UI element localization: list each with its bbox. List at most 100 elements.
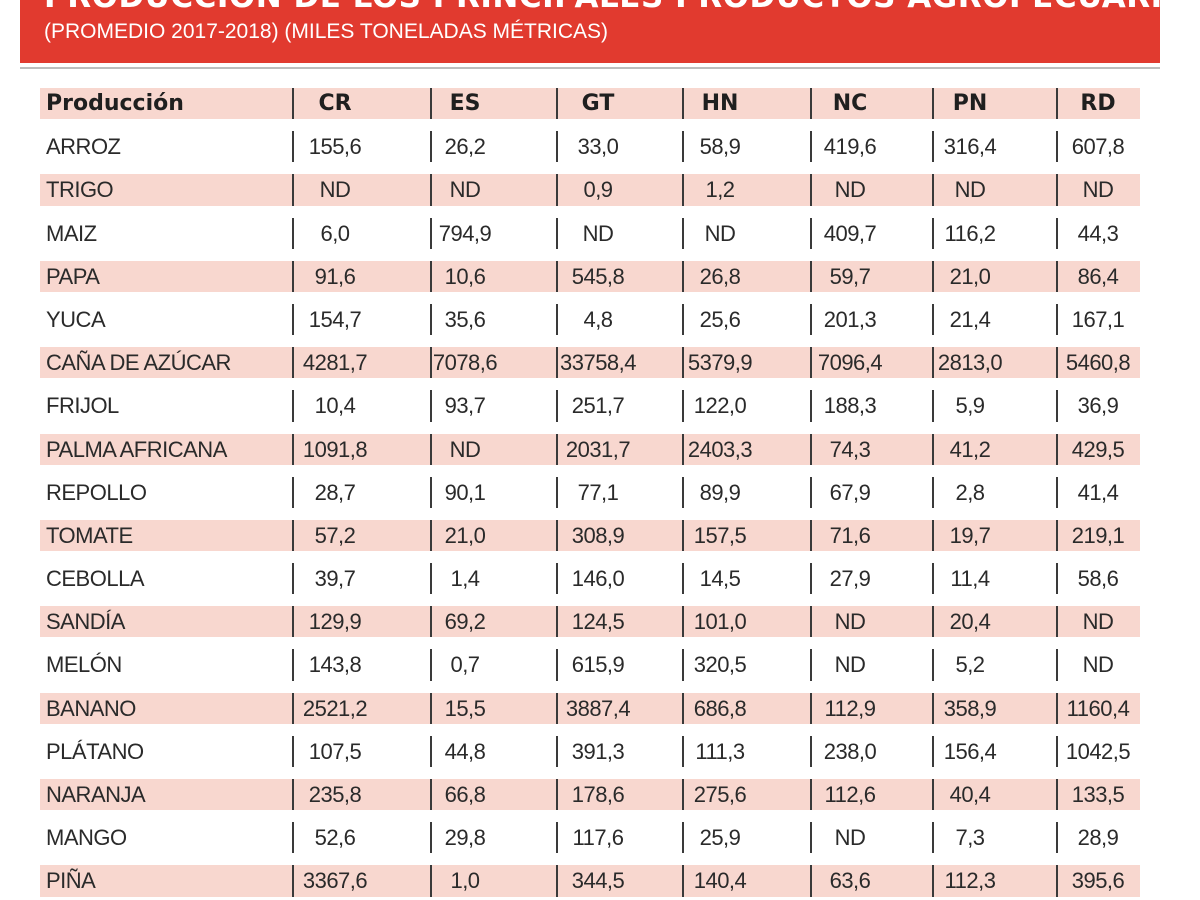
value-cell-hn: 140,4	[693, 868, 747, 894]
value-cell-es: 66,8	[444, 782, 486, 807]
column-divider	[682, 433, 684, 465]
column-divider	[430, 303, 432, 336]
column-divider	[682, 260, 684, 292]
column-divider	[1056, 649, 1058, 681]
column-divider	[556, 433, 558, 465]
value-cell-rd: 133,5	[1071, 782, 1125, 807]
column-divider	[430, 217, 432, 249]
value-cell-hn: 26,8	[699, 263, 741, 289]
column-divider	[1056, 476, 1058, 508]
column-divider	[810, 692, 812, 724]
value-cell-nc: 59,7	[829, 263, 871, 289]
column-divider	[682, 779, 684, 811]
column-divider	[292, 217, 294, 249]
column-divider	[1056, 260, 1058, 292]
column-divider	[430, 865, 432, 897]
column-divider	[292, 347, 294, 379]
column-header-pn: PN	[952, 91, 988, 116]
value-cell-pn: 2813,0	[937, 350, 1003, 376]
table-row: MAIZ 6,0 794,9 ND ND 409,7 116,2 44,3	[20, 212, 1160, 255]
product-name: MAIZ	[46, 220, 97, 246]
value-cell-nc: 71,6	[829, 522, 871, 548]
value-cell-pn: 156,4	[943, 738, 997, 764]
column-divider	[932, 606, 934, 638]
column-divider	[682, 519, 684, 552]
value-cell-nc: 112,9	[824, 695, 876, 721]
column-divider	[292, 303, 294, 336]
value-cell-gt: 4,8	[583, 306, 613, 332]
value-cell-es: 29,8	[444, 825, 486, 851]
product-name: CAÑA DE AZÚCAR	[46, 350, 231, 376]
value-cell-es: 0,7	[450, 652, 480, 678]
column-divider	[932, 347, 934, 379]
value-cell-gt: 33758,4	[559, 350, 637, 376]
column-divider	[556, 174, 558, 206]
column-divider	[556, 131, 558, 163]
column-divider	[292, 88, 294, 120]
column-divider	[1056, 692, 1058, 724]
column-divider	[292, 606, 294, 638]
column-divider	[292, 260, 294, 292]
value-cell-gt: 251,7	[571, 393, 625, 419]
column-divider	[430, 390, 432, 422]
column-divider	[292, 822, 294, 854]
column-divider	[682, 217, 684, 249]
value-cell-nc: 63,6	[829, 868, 871, 894]
column-divider	[810, 131, 812, 163]
value-cell-pn: 11,4	[950, 566, 990, 592]
column-divider	[430, 692, 432, 724]
value-cell-pn: 41,2	[949, 436, 991, 462]
column-divider	[932, 217, 934, 249]
column-divider	[932, 476, 934, 508]
row-header-label: Producción	[46, 91, 184, 116]
table-row: CAÑA DE AZÚCAR 4281,7 7078,6 33758,4 5379,9 7…	[20, 341, 1160, 384]
column-divider	[292, 174, 294, 206]
value-cell-hn: 101,0	[693, 609, 747, 635]
product-name: PIÑA	[46, 868, 96, 894]
column-divider	[810, 347, 812, 379]
column-divider	[810, 865, 812, 897]
value-cell-es: 93,7	[444, 393, 486, 419]
value-cell-es: 1,4	[450, 566, 480, 592]
value-cell-hn: 5379,9	[687, 350, 753, 376]
value-cell-rd: 5460,8	[1065, 350, 1131, 376]
value-cell-cr: 91,6	[314, 263, 356, 289]
value-cell-es: 44,8	[444, 738, 486, 764]
value-cell-rd: ND	[1082, 177, 1114, 203]
column-divider	[810, 649, 812, 681]
value-cell-es: 10,6	[444, 263, 486, 289]
value-cell-cr: 129,9	[308, 609, 362, 635]
column-divider	[1056, 606, 1058, 638]
value-cell-es: 7078,6	[432, 350, 498, 376]
column-divider	[556, 347, 558, 379]
value-cell-nc: 27,9	[829, 566, 871, 592]
column-divider	[810, 735, 812, 767]
column-divider	[932, 779, 934, 811]
value-cell-gt: 178,6	[571, 782, 625, 807]
column-divider	[556, 217, 558, 249]
value-cell-pn: ND	[954, 177, 986, 203]
column-divider	[932, 822, 934, 854]
value-cell-pn: 358,9	[943, 695, 997, 721]
table-row: SANDÍA 129,9 69,2 124,5 101,0 ND 20,4 ND	[20, 600, 1160, 643]
value-cell-es: 21,0	[444, 522, 486, 548]
column-divider	[556, 88, 558, 120]
column-divider	[810, 433, 812, 465]
column-header-gt: GT	[581, 91, 615, 116]
column-divider	[556, 865, 558, 897]
column-divider	[682, 390, 684, 422]
value-cell-rd: 1160,4	[1066, 695, 1130, 721]
column-divider	[556, 692, 558, 724]
value-cell-hn: 686,8	[693, 695, 747, 721]
column-divider	[932, 174, 934, 206]
value-cell-rd: 41,4	[1077, 479, 1119, 505]
value-cell-pn: 2,8	[955, 479, 985, 505]
table-row: PLÁTANO 107,5 44,8 391,3 111,3 238,0 156,4 1042…	[20, 730, 1160, 773]
column-divider	[292, 649, 294, 681]
value-cell-hn: 157,5	[693, 522, 747, 548]
column-divider	[810, 606, 812, 638]
value-cell-rd: 395,6	[1071, 868, 1125, 894]
table-row: FRIJOL 10,4 93,7 251,7 122,0 188,3 5,9 36,9	[20, 384, 1160, 427]
value-cell-nc: 238,0	[823, 738, 877, 764]
